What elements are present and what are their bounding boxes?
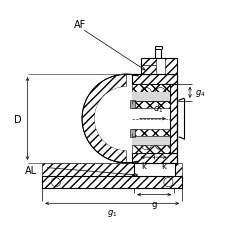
Text: g: g xyxy=(151,199,156,208)
Circle shape xyxy=(94,87,158,151)
Bar xyxy=(141,66,155,75)
Wedge shape xyxy=(82,75,126,163)
Bar xyxy=(42,177,181,188)
Text: k: k xyxy=(161,161,166,171)
Bar xyxy=(131,145,169,154)
Bar xyxy=(129,130,135,138)
Bar xyxy=(131,129,169,137)
Bar xyxy=(42,163,134,177)
Bar xyxy=(131,137,169,145)
Bar xyxy=(131,154,177,163)
Text: $g_1$: $g_1$ xyxy=(106,207,117,218)
Bar xyxy=(141,59,155,66)
Text: AF: AF xyxy=(73,20,86,30)
Text: D: D xyxy=(14,114,22,124)
Bar xyxy=(131,93,169,101)
Text: $g_4$: $g_4$ xyxy=(194,87,204,98)
Bar xyxy=(164,59,177,75)
Text: AL: AL xyxy=(25,165,37,175)
Text: $d_1$: $d_1$ xyxy=(152,103,163,115)
Bar xyxy=(129,100,135,108)
Bar xyxy=(131,75,177,85)
Bar xyxy=(174,163,181,177)
Text: k: k xyxy=(140,161,145,171)
Bar xyxy=(131,101,169,109)
Bar xyxy=(169,85,177,154)
Bar xyxy=(131,85,169,93)
